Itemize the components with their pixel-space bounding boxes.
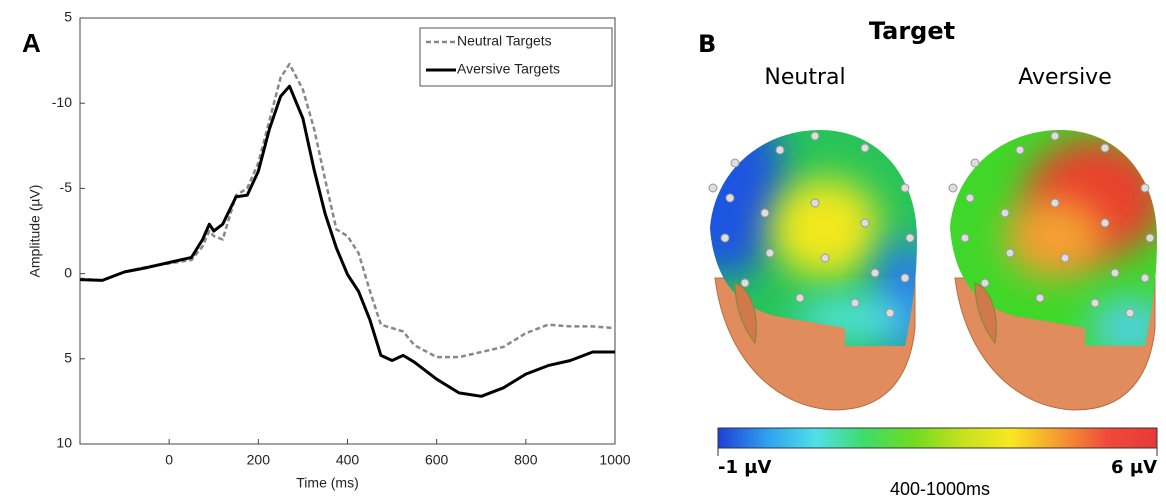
head xyxy=(708,130,917,411)
y-tick-label: 0 xyxy=(64,264,72,280)
electrode xyxy=(765,248,775,258)
electrode xyxy=(1035,293,1045,303)
legend-box xyxy=(419,27,613,87)
x-tick-label: 0 xyxy=(165,452,173,468)
y-tick-label: 5 xyxy=(64,9,72,25)
electrode xyxy=(1090,298,1100,308)
x-axis-label: Time (ms) xyxy=(296,475,358,491)
y-tick-label: -10 xyxy=(52,94,72,110)
x-tick-label: 400 xyxy=(336,452,360,468)
electrode xyxy=(970,158,980,168)
electrode xyxy=(760,208,770,218)
electrode xyxy=(965,193,975,203)
colorbar-label: 6 µV xyxy=(1111,457,1157,478)
scalp xyxy=(710,130,917,346)
head xyxy=(948,130,1157,411)
electrode xyxy=(885,308,895,318)
electrode xyxy=(820,253,830,263)
electrode xyxy=(1100,143,1110,153)
y-tick-label: 10 xyxy=(56,435,72,451)
electrode xyxy=(1050,198,1060,208)
y-tick-label: -5 xyxy=(60,179,73,195)
electrode xyxy=(860,218,870,228)
electrode xyxy=(1015,145,1025,155)
colorbar xyxy=(717,427,1158,449)
electrode xyxy=(810,131,820,141)
x-tick-label: 600 xyxy=(425,452,449,468)
electrode xyxy=(1050,131,1060,141)
electrode xyxy=(1145,233,1155,243)
electrode xyxy=(708,183,718,193)
electrode xyxy=(960,233,970,243)
electrode xyxy=(860,143,870,153)
electrode xyxy=(1100,218,1110,228)
ear xyxy=(734,282,757,345)
y-axis-label: Amplitude (µV) xyxy=(27,185,43,278)
panel-b: B Target Neutral Aversive -1 µV 6 µV 400-1000m… xyxy=(698,17,1158,499)
data-line xyxy=(79,62,616,359)
x-tick-label: 800 xyxy=(514,452,538,468)
electrode xyxy=(980,278,990,288)
electrode xyxy=(900,273,910,283)
electrode xyxy=(905,233,915,243)
electrode xyxy=(1110,268,1120,278)
colorbar-label: -1 µV xyxy=(718,457,772,478)
electrode xyxy=(948,183,958,193)
electrode xyxy=(720,233,730,243)
panel-a: A 5 -10 -5 0 5 10 0 200 400 600 800 1000 Time (ms) Amp… xyxy=(22,9,631,491)
map-title: Target xyxy=(869,17,955,45)
electrode xyxy=(1125,308,1135,318)
electrode xyxy=(1000,208,1010,218)
electrode xyxy=(740,278,750,288)
ear xyxy=(974,282,997,345)
electrode xyxy=(900,183,910,193)
x-tick-label: 1000 xyxy=(599,452,630,468)
electrode xyxy=(1140,273,1150,283)
colorbar-caption: 400-1000ms xyxy=(890,479,990,499)
electrode xyxy=(775,145,785,155)
y-tick-label: 5 xyxy=(64,350,72,366)
map-label: Neutral xyxy=(764,65,845,90)
x-tick-label: 200 xyxy=(247,452,271,468)
electrode xyxy=(870,268,880,278)
electrode xyxy=(1005,248,1015,258)
panel-label: B xyxy=(698,30,716,58)
electrode xyxy=(1140,183,1150,193)
map-label: Aversive xyxy=(1018,65,1112,90)
panel-label: A xyxy=(22,28,41,58)
electrode xyxy=(730,158,740,168)
electrode xyxy=(810,198,820,208)
electrode xyxy=(725,193,735,203)
data-line xyxy=(79,84,615,398)
electrode xyxy=(795,293,805,303)
electrode xyxy=(1060,253,1070,263)
legend-label: Aversive Targets xyxy=(457,61,560,77)
electrode xyxy=(850,298,860,308)
legend-label: Neutral Targets xyxy=(457,33,552,49)
